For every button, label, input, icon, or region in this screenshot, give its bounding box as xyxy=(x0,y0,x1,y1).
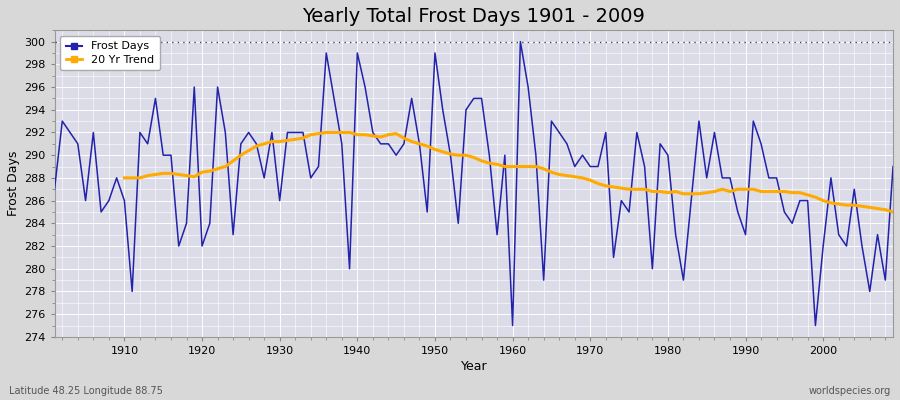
Text: Latitude 48.25 Longitude 88.75: Latitude 48.25 Longitude 88.75 xyxy=(9,386,163,396)
Title: Yearly Total Frost Days 1901 - 2009: Yearly Total Frost Days 1901 - 2009 xyxy=(302,7,645,26)
Text: worldspecies.org: worldspecies.org xyxy=(809,386,891,396)
Y-axis label: Frost Days: Frost Days xyxy=(7,151,20,216)
X-axis label: Year: Year xyxy=(461,360,487,373)
Legend: Frost Days, 20 Yr Trend: Frost Days, 20 Yr Trend xyxy=(60,36,160,70)
